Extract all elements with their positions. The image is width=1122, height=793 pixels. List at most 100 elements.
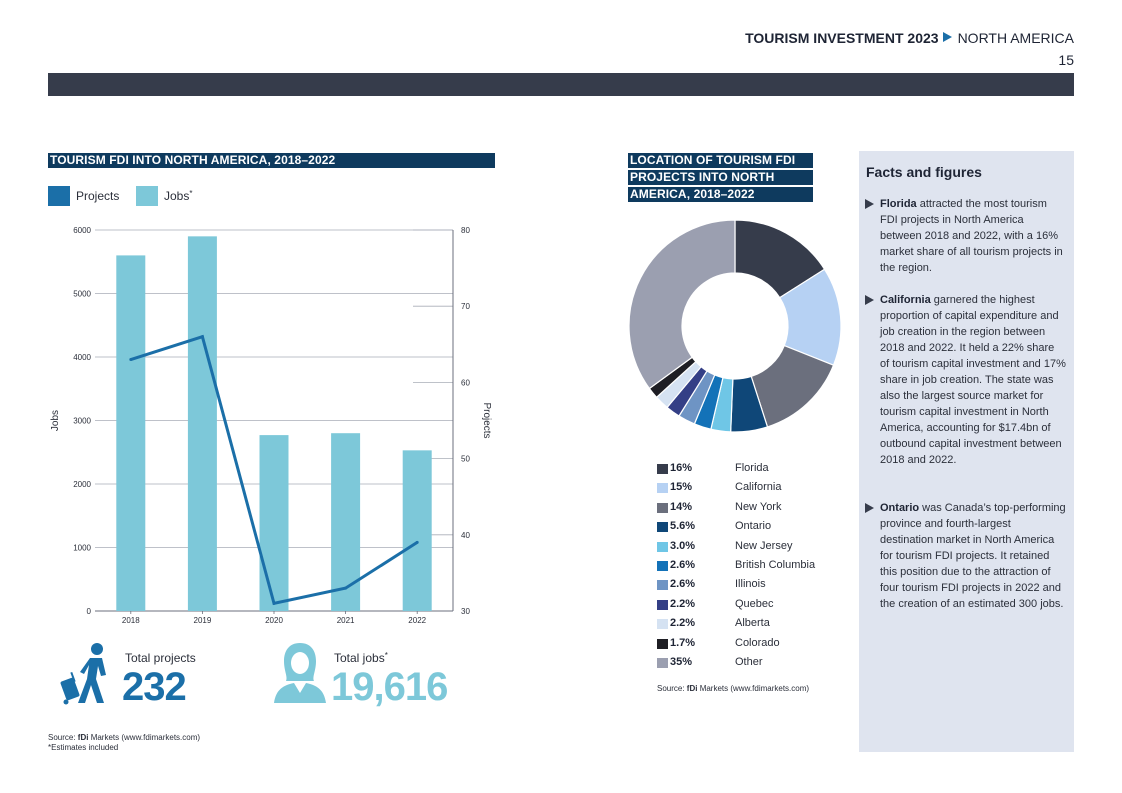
fact-california-text: garnered the highest proportion of capit… xyxy=(880,294,1066,466)
right-source: Source: fDi Markets (www.fdimarkets.com) xyxy=(657,684,809,694)
projects-point-2020 xyxy=(272,601,276,605)
legend-swatch xyxy=(657,658,668,668)
legend-percent: 1.7% xyxy=(670,636,696,649)
x-tick-label: 2021 xyxy=(337,616,355,625)
projects-point-2018 xyxy=(129,358,133,362)
legend-swatch xyxy=(657,502,668,513)
legend-location: Florida xyxy=(735,462,769,474)
fact-florida-text: attracted the most tourism FDI projects … xyxy=(880,198,1063,274)
legend-location: California xyxy=(735,481,782,494)
legend-percent: 2.6% xyxy=(670,578,696,591)
fdi-chart-title: TOURISM FDI INTO NORTH AMERICA, 2018–202… xyxy=(48,153,495,168)
total-projects-label: Total projects xyxy=(125,651,196,665)
traveller-icon xyxy=(60,643,106,705)
legend-percent: 2.2% xyxy=(670,617,696,630)
right-source-rest: Markets (www.fdimarkets.com) xyxy=(697,684,810,693)
left-footnote: *Estimates included xyxy=(48,743,119,752)
left-source-rest: Markets (www.fdimarkets.com) xyxy=(88,733,201,742)
y2-tick-label: 60 xyxy=(461,378,470,387)
jobs-bar-2020 xyxy=(259,435,289,611)
legend-swatch xyxy=(657,599,668,610)
fact-california-bold: California xyxy=(880,294,931,306)
y-tick-label: 4000 xyxy=(73,353,91,362)
projects-point-2019 xyxy=(200,335,204,339)
legend-swatch xyxy=(657,541,668,552)
legend-percent: 2.6% xyxy=(670,559,696,571)
legend-projects-label: Projects xyxy=(76,189,120,203)
jobs-bar-2018 xyxy=(116,255,146,611)
legend-swatch xyxy=(657,561,668,571)
fact-florida: Florida attracted the most tourism FDI p… xyxy=(865,196,1066,276)
legend-jobs-marker: * xyxy=(189,189,193,198)
legend-swatch xyxy=(657,638,668,649)
donut-title-line-3: AMERICA, 2018–2022 xyxy=(628,187,813,202)
left-source-brand: fDi xyxy=(77,733,89,742)
play-arrow-icon xyxy=(942,32,952,42)
y2-tick-label: 80 xyxy=(461,226,470,235)
y-tick-label: 5000 xyxy=(73,290,91,299)
fact-ontario-bold: Ontario xyxy=(880,502,920,514)
x-tick-label: 2018 xyxy=(122,616,140,625)
legend-percent: 35% xyxy=(670,656,693,668)
x-tick-label: 2019 xyxy=(194,616,212,625)
legend-location: Colorado xyxy=(735,636,780,649)
x-tick-label: 2020 xyxy=(265,616,283,625)
fact-california: California garnered the highest proporti… xyxy=(865,292,1066,468)
left-source: Source: fDi Markets (www.fdimarkets.com)… xyxy=(48,733,200,753)
fact-ontario: Ontario was Canada’s top-performing prov… xyxy=(865,500,1066,612)
y2-tick-label: 40 xyxy=(461,531,470,540)
y-tick-label: 0 xyxy=(87,607,92,616)
legend-location: Ontario xyxy=(735,520,772,533)
page-number: 15 xyxy=(1058,52,1074,68)
y-tick-label: 6000 xyxy=(73,226,91,235)
facts-panel: Facts and figures Florida attracted the … xyxy=(859,151,1074,752)
total-jobs-value: 19,616 xyxy=(331,665,448,709)
projects-point-2021 xyxy=(344,586,348,590)
legend-location: British Columbia xyxy=(735,559,816,571)
worker-icon xyxy=(274,643,326,703)
legend-swatch xyxy=(657,464,668,474)
location-donut-chart xyxy=(628,219,842,433)
play-arrow-icon xyxy=(865,295,874,305)
region-label: NORTH AMERICA xyxy=(957,30,1074,46)
projects-point-2022 xyxy=(415,540,419,544)
legend-location: Alberta xyxy=(735,617,770,630)
legend-location: Quebec xyxy=(735,597,774,610)
total-jobs-label: Total jobs* xyxy=(334,651,388,665)
jobs-bar-2021 xyxy=(331,433,361,611)
legend-jobs-text: Jobs xyxy=(164,189,190,203)
legend-jobs-swatch xyxy=(136,186,158,206)
legend-jobs-label: Jobs* xyxy=(164,189,192,203)
legend-swatch xyxy=(657,619,668,630)
y-tick-label: 3000 xyxy=(73,417,91,426)
legend-location: New York xyxy=(735,500,782,513)
legend-percent: 2.2% xyxy=(670,597,696,610)
x-tick-label: 2022 xyxy=(408,616,426,625)
donut-title-line-2: PROJECTS INTO NORTH xyxy=(628,170,813,185)
left-source-prefix: Source: xyxy=(48,733,78,742)
play-arrow-icon xyxy=(865,199,874,209)
legend-percent: 14% xyxy=(670,500,693,513)
header-band xyxy=(48,73,1074,96)
fact-ontario-text: was Canada’s top-performing province and… xyxy=(880,502,1066,610)
legend-percent: 5.6% xyxy=(670,520,696,533)
fdi-combo-chart: 0 1000 2000 3000 4000 5000 6000 30 40 50 60 70 80 201… xyxy=(50,226,492,625)
play-arrow-icon xyxy=(865,503,874,513)
total-jobs-marker: * xyxy=(384,651,388,660)
right-source-brand: fDi xyxy=(686,684,698,693)
legend-swatch xyxy=(657,580,668,591)
report-title: TOURISM INVESTMENT 2023 xyxy=(745,30,939,46)
page-header: TOURISM INVESTMENT 2023 NORTH AMERICA xyxy=(745,30,1074,46)
legend-percent: 15% xyxy=(670,481,693,494)
y2-tick-label: 30 xyxy=(461,607,470,616)
legend-swatch xyxy=(657,483,668,494)
legend-location: Illinois xyxy=(735,578,766,591)
y-axis-title: Jobs xyxy=(50,410,61,431)
y2-axis-title: Projects xyxy=(481,402,492,438)
fact-florida-bold: Florida xyxy=(880,198,917,210)
legend-percent: 16% xyxy=(670,462,693,474)
y-tick-label: 1000 xyxy=(73,544,91,553)
y2-tick-label: 50 xyxy=(461,455,470,464)
legend-swatch xyxy=(657,522,668,533)
legend-percent: 3.0% xyxy=(670,539,696,552)
